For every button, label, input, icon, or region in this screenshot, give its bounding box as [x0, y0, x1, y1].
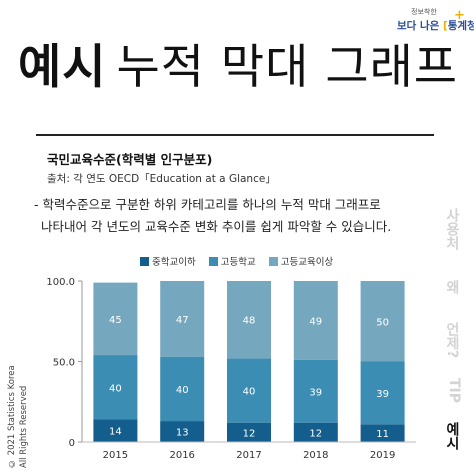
bar-segment	[160, 421, 205, 442]
chart-legend: 중학교이하 고등학교 고등교육이상	[140, 254, 343, 268]
nav-item-why[interactable]: 왜	[444, 280, 460, 294]
logo-name: 보다 나은 [통계청]	[397, 18, 474, 33]
bar-segment	[360, 361, 405, 425]
logo-name-part1: 보다 나은	[397, 20, 443, 32]
copyright-notice: © 2021 Statistics Korea All Rights Reser…	[6, 320, 36, 468]
logo-plus-icon: +	[454, 8, 465, 23]
x-tick-label: 2019	[370, 450, 395, 461]
bar-segment	[227, 358, 271, 423]
data-label: 40	[109, 383, 122, 394]
nav-item-when[interactable]: 언제?	[444, 322, 460, 359]
legend-item-bottom: 중학교이하	[140, 254, 196, 268]
bar-segment	[93, 419, 138, 442]
title-divider	[36, 134, 434, 136]
bar-segment	[227, 422, 271, 442]
nav-item-usage[interactable]: 사용처	[444, 208, 460, 250]
copyright-line-1: © 2021 Statistics Korea	[7, 365, 17, 468]
legend-item-middle: 고등학교	[208, 254, 256, 268]
data-label: 50	[376, 317, 389, 328]
data-label: 40	[243, 386, 256, 397]
page-title-rest: 누적 막대 그래프	[116, 40, 459, 95]
data-label: 11	[376, 429, 389, 440]
statistics-korea-logo: 정보착한 보다 나은 [통계청] +	[397, 6, 474, 38]
legend-swatch-top	[268, 257, 278, 266]
chart-subtitle: 국민교육수준(학력별 인구분포)	[47, 152, 213, 167]
data-label: 49	[309, 316, 322, 327]
data-label: 12	[243, 428, 256, 439]
y-tick-label: 50.0	[53, 358, 75, 369]
bar-segment	[293, 281, 338, 360]
legend-item-top: 고등교육이상	[268, 254, 334, 268]
data-label: 14	[109, 427, 122, 438]
bar-segment	[360, 281, 405, 362]
data-label: 47	[176, 315, 189, 326]
description-line-2: 나타내어 각 년도의 교육수준 변화 추이를 쉽게 파악할 수 있습니다.	[41, 219, 392, 234]
nav-item-tip[interactable]: TIP	[446, 378, 462, 404]
bar-segment	[293, 359, 338, 423]
legend-swatch-bottom	[140, 257, 149, 266]
nav-item-example[interactable]: 예시	[444, 422, 460, 450]
bar-segment	[360, 424, 405, 442]
data-label: 12	[309, 428, 322, 439]
side-navigation: 사용처 왜 언제? TIP 예시	[426, 208, 462, 462]
page-title: 예시 누적 막대 그래프	[18, 38, 458, 98]
bar-segment	[227, 281, 271, 359]
data-label: 39	[309, 387, 322, 398]
legend-label-bottom: 중학교이하	[152, 257, 196, 268]
x-tick-label: 2015	[103, 450, 128, 461]
x-tick-label: 2017	[236, 450, 261, 461]
page-title-bold: 예시	[18, 40, 107, 95]
chart-source: 출처: 각 연도 OECD「Education at a Glance」	[47, 173, 276, 185]
y-tick-label: 100.0	[46, 277, 75, 288]
logo-tagline: 정보착한	[411, 8, 437, 16]
copyright-line-2: All Rights Reserved	[19, 385, 29, 468]
bar-segment	[93, 282, 138, 356]
bar-segment	[93, 355, 138, 420]
logo-name-part2: 통계청	[447, 20, 474, 32]
legend-label-top: 고등교육이상	[280, 257, 334, 268]
bar-segment	[293, 422, 338, 442]
x-tick-label: 2018	[303, 450, 328, 461]
bar-segment	[160, 356, 205, 422]
data-label: 39	[376, 389, 389, 400]
data-label: 40	[176, 385, 189, 396]
description: - 학력수준으로 구분한 하위 카테고리를 하나의 누적 막대 그래프로 나타내…	[34, 194, 391, 238]
x-tick-label: 2016	[169, 450, 194, 461]
legend-label-middle: 고등학교	[220, 257, 256, 268]
legend-swatch-middle	[208, 257, 218, 266]
data-label: 45	[109, 315, 122, 326]
bar-segment	[160, 281, 205, 357]
data-label: 13	[176, 428, 189, 439]
description-line-1: - 학력수준으로 구분한 하위 카테고리를 하나의 누적 막대 그래프로	[34, 197, 381, 212]
y-tick-label: 0	[69, 438, 75, 449]
data-label: 48	[243, 316, 256, 327]
